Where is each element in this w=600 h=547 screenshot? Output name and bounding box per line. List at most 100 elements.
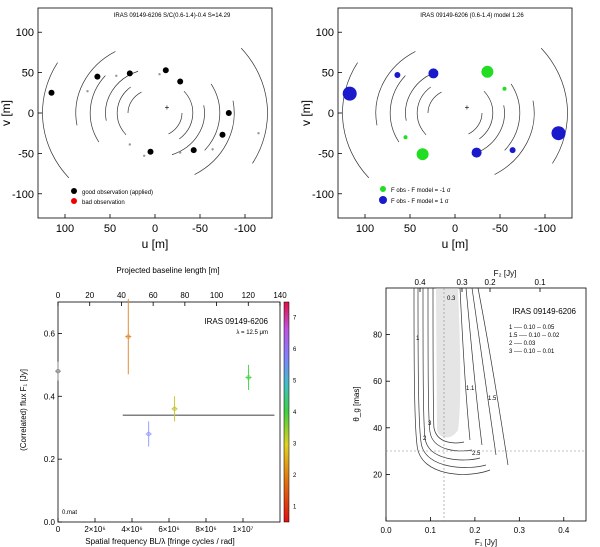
uv-plus-sigma-point bbox=[394, 72, 401, 79]
flux-top-tick-label: 20 bbox=[85, 291, 94, 300]
uv-ytick-label: 50 bbox=[322, 68, 334, 80]
uv-good-point bbox=[126, 70, 133, 77]
flux-ytick-label: 0.6 bbox=[44, 329, 56, 338]
uv-good-point bbox=[225, 110, 232, 116]
contour-top-tick-label: 0.1 bbox=[534, 278, 546, 287]
flux-colorbar bbox=[283, 301, 290, 523]
uv-track-arc bbox=[42, 62, 70, 179]
uv-track-arc bbox=[171, 105, 205, 156]
flux-colorbar-tick-label: 6 bbox=[293, 347, 297, 353]
uv-plus-sigma-point bbox=[471, 147, 482, 158]
contour-top-tick-label: 0.4 bbox=[414, 278, 426, 287]
flux-title: IRAS 09149-6206 bbox=[204, 317, 268, 326]
uv-right-center-mark: + bbox=[465, 103, 470, 112]
uv-left-xlabel: u [m] bbox=[142, 237, 169, 251]
flux-ylabel: (Correlated) flux F₁ [Jy] bbox=[19, 369, 28, 451]
uv-mirror-point bbox=[179, 151, 182, 154]
contour-ytick-label: 60 bbox=[373, 377, 382, 386]
contour-lines bbox=[413, 287, 509, 475]
contour-line-6 bbox=[459, 287, 471, 441]
uv-left-center-mark: + bbox=[165, 103, 170, 112]
legend-plus-sigma-text: F obs - F model = 1 σ bbox=[391, 199, 449, 205]
flux-colorbar-tick-label: 2 bbox=[293, 473, 297, 479]
flux-colorbar-tick-label: 3 bbox=[293, 441, 297, 447]
contour-xtick-label: 0.4 bbox=[558, 526, 570, 535]
contour-legend-line-4: 3 ---- 0.10 -- 0.01 bbox=[509, 349, 555, 355]
uv-minus-sigma-point bbox=[403, 135, 408, 140]
uv-mirror-point bbox=[211, 148, 214, 151]
uv-track-arc bbox=[416, 86, 431, 136]
contour-legend-line-2: 1.5 ---- 0.10 -- 0.02 bbox=[509, 333, 560, 339]
uv-minus-sigma-point bbox=[481, 65, 494, 78]
flux-colorbar-tick-label: 1 bbox=[293, 504, 297, 510]
flux-xtick-label: 0 bbox=[56, 525, 61, 534]
uv-plus-sigma-point bbox=[342, 86, 357, 101]
contour-label-2: 2 bbox=[423, 436, 427, 442]
uv-xtick-label: 50 bbox=[404, 223, 416, 235]
uv-track-arc bbox=[116, 86, 131, 136]
contour-frame bbox=[385, 287, 587, 522]
uv-track-arc bbox=[494, 100, 535, 175]
uv-right-legend: F obs - F model = -1 σ F obs - F model =… bbox=[379, 186, 451, 205]
flux-ytick-label: 0.2 bbox=[44, 455, 56, 464]
uv-plus-sigma-point bbox=[428, 68, 439, 79]
uv-left-panel: IRAS 09149-6206 S/C(0.6-1.4)-0.4 S=14.29… bbox=[0, 7, 273, 251]
uv-right-xlabel: u [m] bbox=[442, 237, 469, 251]
flux-colorbar-ticks: 1 2 3 4 5 6 7 bbox=[293, 316, 297, 511]
contour-label-3: 3 bbox=[428, 421, 432, 427]
uv-plus-sigma-point bbox=[551, 126, 566, 141]
legend-minus-sigma-text: F obs - F model = -1 σ bbox=[391, 188, 451, 194]
flux-point-marker bbox=[126, 334, 131, 339]
contour-panel: F₂ [Jy] IRAS 09149-6206 1 ---- 0.10 -- 0… bbox=[352, 269, 587, 547]
contour-label-4: 2.5 bbox=[472, 451, 481, 457]
uv-track-arc bbox=[75, 51, 116, 126]
uv-mirror-point bbox=[128, 143, 131, 146]
flux-xtick-label: 4×10⁶ bbox=[121, 525, 142, 534]
uv-ytick-label: -100 bbox=[312, 189, 334, 201]
uv-ytick-label: 0 bbox=[328, 108, 334, 120]
contour-line-labels: 0.3 1 2 3 2.5 1.1 1.5 bbox=[416, 296, 497, 457]
uv-xtick-label: -50 bbox=[192, 223, 208, 235]
flux-top-axis-label: Projected baseline length [m] bbox=[116, 266, 219, 275]
contour-label-6: 1.5 bbox=[488, 396, 497, 402]
contour-ticks: 0.0 0.1 0.2 0.3 0.4 20 40 60 80 0.4 0.3 0.2 0.1 bbox=[373, 278, 570, 535]
uv-good-point bbox=[219, 131, 226, 138]
legend-bad-text: bad observation bbox=[82, 200, 125, 206]
legend-good-text: good observation (applied) bbox=[82, 190, 153, 196]
flux-xtick-label: 8×10⁶ bbox=[195, 525, 216, 534]
contour-ylabel: θ_g [mas] bbox=[352, 386, 361, 421]
uv-track-arc bbox=[168, 112, 183, 135]
legend-bad-marker bbox=[71, 198, 77, 204]
flux-panel: Projected baseline length [m] IRAS 09149… bbox=[19, 266, 297, 546]
uv-good-point bbox=[190, 147, 197, 154]
flux-xlabel: Spatial frequency BL/λ [fringe cycles / … bbox=[85, 537, 234, 546]
flux-top-tick-label: 120 bbox=[242, 291, 256, 300]
uv-left-title: IRAS 09149-6206 S/C(0.6-1.4)-0.4 S=14.29 bbox=[114, 13, 231, 19]
uv-good-point bbox=[94, 73, 101, 80]
flux-point-marker bbox=[146, 431, 151, 437]
uv-track-arc bbox=[427, 91, 442, 114]
flux-top-tick-label: 60 bbox=[149, 291, 158, 300]
uv-track-arc bbox=[127, 91, 142, 114]
contour-ytick-label: 40 bbox=[373, 424, 382, 433]
uv-mirror-point bbox=[115, 74, 118, 78]
legend-minus-sigma-marker bbox=[380, 186, 386, 192]
uv-ytick-label: 50 bbox=[22, 68, 34, 80]
flux-xtick-label: 1×10⁷ bbox=[233, 525, 254, 534]
flux-colorbar-tick-label: 4 bbox=[293, 410, 297, 416]
uv-right-ticks: 100 100 50 50 0 0 -50 -50 -100 -100 bbox=[312, 27, 556, 235]
flux-xtick-label: 2×10⁶ bbox=[84, 525, 105, 534]
uv-ytick-label: -100 bbox=[12, 189, 34, 201]
uv-track-arc bbox=[89, 75, 106, 143]
uv-track-arc bbox=[504, 83, 521, 151]
legend-good-marker bbox=[71, 188, 77, 194]
uv-plus-sigma-point bbox=[509, 147, 516, 154]
contour-line-8 bbox=[471, 287, 497, 456]
contour-line-2 bbox=[417, 287, 487, 468]
flux-colorbar-tick-label: 7 bbox=[293, 316, 297, 322]
contour-xtick-label: 0.2 bbox=[469, 526, 481, 535]
uv-xtick-label: 0 bbox=[452, 223, 458, 235]
contour-legend: 1 ---- 0.10 -- 0.05 1.5 ---- 0.10 -- 0.0… bbox=[509, 325, 560, 355]
flux-point-marker bbox=[246, 375, 251, 380]
uv-track-arc bbox=[389, 75, 406, 143]
